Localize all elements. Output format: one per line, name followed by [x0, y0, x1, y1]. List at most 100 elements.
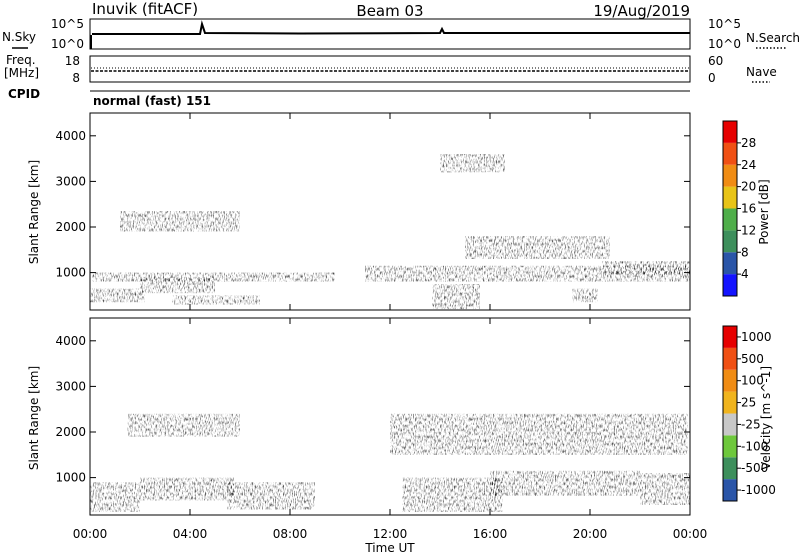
- velocity-colorbar-tick-label: -25: [741, 417, 761, 431]
- velocity-y-tick-label: 2000: [55, 425, 86, 439]
- power-panel: 1000 2000 3000 4000 Slant Range [km] 4 8 12 16…: [27, 112, 771, 311]
- velocity-colorbar-segment: [723, 326, 737, 348]
- x-axis-label: Time UT: [364, 541, 415, 554]
- power-colorbar-segment: [723, 186, 737, 209]
- velocity-y-tick-label: 4000: [55, 334, 86, 348]
- freq-frame: [89, 55, 691, 83]
- nsky-series: [92, 20, 690, 35]
- power-echo-region: [90, 288, 145, 303]
- power-colorbar-segment: [723, 164, 737, 187]
- velocity-colorbar-tick-label: 1000: [741, 330, 772, 344]
- power-x-tickmarks: [89, 113, 691, 310]
- x-tick-label: 00:00: [673, 527, 708, 541]
- velocity-y-axis-label: Slant Range [km]: [27, 366, 41, 470]
- power-colorbar-tick-label: 4: [741, 267, 749, 281]
- power-colorbar-segment: [723, 121, 737, 143]
- velocity-colorbar-segment: [723, 435, 737, 458]
- power-echo-layer: [90, 154, 690, 310]
- power-echo-region: [440, 154, 505, 173]
- x-tick-label: 04:00: [173, 527, 208, 541]
- velocity-echo-region: [90, 482, 140, 512]
- nsearch-tick-low: 10^0: [708, 37, 741, 51]
- power-y-ticks: 1000 2000 3000 4000: [55, 129, 690, 280]
- power-y-tick-label: 1000: [55, 266, 86, 280]
- freq-tick-low: 8: [72, 71, 80, 85]
- power-echo-region: [602, 261, 690, 275]
- velocity-y-tick-label: 3000: [55, 379, 86, 393]
- power-colorbar-tick-label: 16: [741, 202, 756, 216]
- freq-units-label: [MHz]: [4, 66, 39, 80]
- power-y-axis-label: Slant Range [km]: [27, 160, 41, 264]
- cpid-label: CPID: [8, 87, 40, 101]
- nsky-panel: N.Sky 10^5 10^0 10^5 10^0 N.Search: [2, 17, 800, 51]
- velocity-colorbar-frame: [722, 325, 738, 502]
- power-colorbar-segment: [723, 252, 737, 275]
- velocity-echo-region: [490, 470, 640, 496]
- velocity-echo-region: [227, 482, 315, 510]
- x-tick-label: 20:00: [573, 527, 608, 541]
- velocity-x-ticks: 00:00 04:00 08:00 12:00 16:00 20:00 00:00: [73, 318, 708, 541]
- velocity-colorbar-label: Velocity [m s^-1]: [759, 366, 773, 470]
- station-title: Inuvik (fitACF): [92, 0, 198, 18]
- velocity-colorbar-segment: [723, 391, 737, 414]
- velocity-colorbar-segment: [723, 457, 737, 480]
- velocity-colorbar-segment: [723, 369, 737, 392]
- cpid-panel: CPID normal (fast) 151: [8, 87, 690, 108]
- freq-panel: Freq. [MHz] 18 8 60 0 Nave: [4, 53, 777, 85]
- power-y-tick-label: 2000: [55, 220, 86, 234]
- velocity-colorbar-tick-label: 500: [741, 352, 764, 366]
- power-colorbar-tick-label: 28: [741, 136, 756, 150]
- velocity-colorbar-tick-label: -500: [741, 461, 768, 475]
- velocity-echo-region: [140, 477, 235, 501]
- velocity-panel: 1000 2000 3000 4000 00:00 04:00 08:00 12:00 16:…: [27, 317, 776, 554]
- velocity-y-tick-label: 1000: [55, 471, 86, 485]
- velocity-echo-layer: [90, 413, 690, 512]
- nsearch-tick-high: 10^5: [708, 17, 741, 31]
- power-colorbar-segment: [723, 142, 737, 165]
- cpid-mode: normal (fast) 151: [93, 94, 211, 108]
- power-echo-region: [172, 295, 260, 305]
- velocity-colorbar: 1000 500 100 25 -25 -100 -500 -1000: [722, 325, 776, 502]
- velocity-echo-region: [402, 477, 503, 512]
- power-colorbar-segment: [723, 274, 737, 296]
- nsearch-label: N.Search: [746, 31, 800, 45]
- nave-label: Nave: [746, 65, 777, 79]
- power-echo-region: [465, 236, 610, 259]
- power-y-tick-label: 3000: [55, 174, 86, 188]
- freq-tick-high: 18: [65, 54, 80, 68]
- velocity-colorbar-tick-label: -100: [741, 439, 768, 453]
- velocity-colorbar-tick-label: 100: [741, 374, 764, 388]
- beam-title: Beam 03: [356, 2, 423, 20]
- x-tick-label: 12:00: [373, 527, 408, 541]
- date-title: 19/Aug/2019: [593, 2, 690, 20]
- velocity-y-ticks: 1000 2000 3000 4000: [55, 334, 690, 485]
- power-colorbar-tick-label: 24: [741, 158, 756, 172]
- velocity-echo-region: [390, 413, 688, 455]
- power-echo-region: [572, 288, 598, 303]
- velocity-echo-region: [640, 473, 690, 505]
- nave-tick-low: 0: [708, 71, 716, 85]
- power-echo-region: [432, 284, 480, 310]
- power-colorbar-tick-label: 12: [741, 223, 756, 237]
- velocity-echo-region: [127, 413, 240, 437]
- nsky-tick-high: 10^5: [51, 17, 84, 31]
- nave-tick-high: 60: [708, 54, 723, 68]
- velocity-colorbar-tick-label: 25: [741, 396, 756, 410]
- nsky-tick-low: 10^0: [51, 37, 84, 51]
- power-echo-region: [140, 277, 215, 294]
- power-colorbar-label: Power [dB]: [757, 179, 771, 244]
- velocity-colorbar-segment: [723, 413, 737, 436]
- power-colorbar-segment: [723, 230, 737, 253]
- power-echo-region: [120, 211, 240, 232]
- power-y-tick-label: 4000: [55, 129, 86, 143]
- freq-label: Freq.: [6, 53, 36, 67]
- power-colorbar-tick-label: 20: [741, 180, 756, 194]
- velocity-colorbar-segment: [723, 347, 737, 370]
- velocity-colorbar-segment: [723, 479, 737, 501]
- velocity-colorbar-tick-label: -1000: [741, 483, 776, 497]
- x-tick-label: 08:00: [273, 527, 308, 541]
- x-tick-label: 16:00: [473, 527, 508, 541]
- power-colorbar: 4 8 12 16 20 24 28: [722, 120, 756, 297]
- power-colorbar-tick-label: 8: [741, 245, 749, 259]
